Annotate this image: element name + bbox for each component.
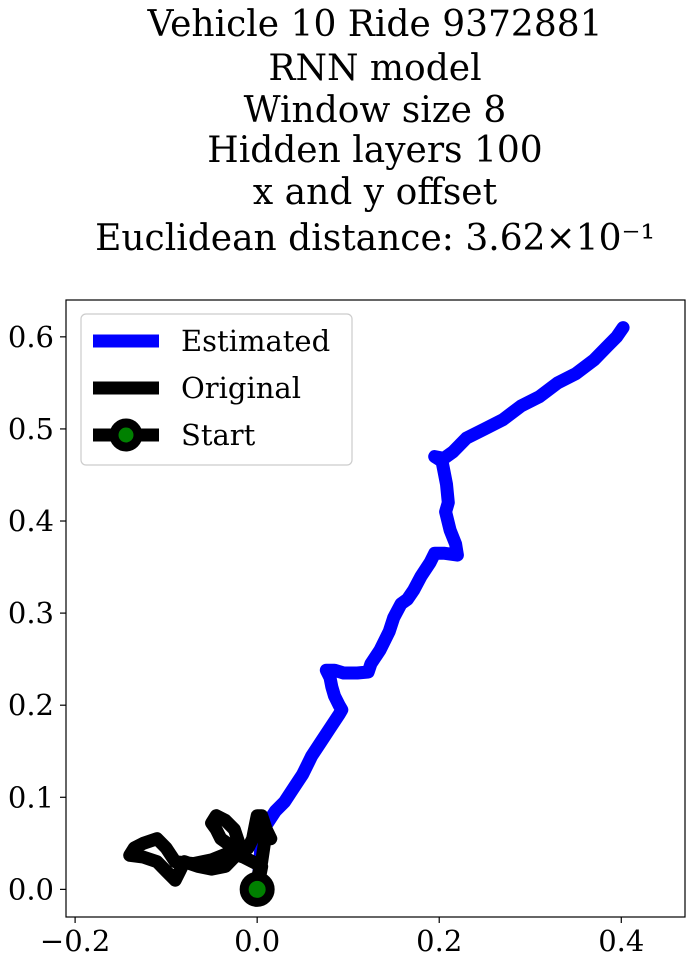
plot-frame bbox=[65, 299, 686, 918]
y-tick-label: 0.5 bbox=[8, 412, 54, 446]
title-line-offset: x and y offset bbox=[253, 172, 498, 213]
y-axis: 0.0 0.1 0.2 0.3 0.4 0.5 0.6 bbox=[8, 320, 66, 906]
title-line-window: Window size 8 bbox=[244, 90, 507, 131]
y-tick-label: 0.6 bbox=[8, 320, 54, 354]
legend-label-estimated: Estimated bbox=[181, 324, 330, 358]
series-line-original bbox=[123, 809, 278, 896]
y-tick-label: 0.4 bbox=[8, 504, 54, 538]
series-line-estimated bbox=[250, 321, 630, 896]
plot-area bbox=[123, 321, 630, 907]
legend-box bbox=[80, 313, 353, 466]
x-tick-label: 0.2 bbox=[416, 924, 462, 958]
start-marker bbox=[239, 871, 275, 907]
x-tick-label: −0.2 bbox=[40, 924, 110, 958]
x-tick-label: 0.4 bbox=[598, 924, 644, 958]
title-line-hidden: Hidden layers 100 bbox=[207, 130, 542, 171]
y-tick-label: 0.1 bbox=[8, 780, 54, 814]
y-tick-label: 0.3 bbox=[8, 596, 54, 630]
legend-label-original: Original bbox=[181, 371, 301, 405]
y-tick-label: 0.0 bbox=[8, 872, 54, 906]
y-tick-label: 0.2 bbox=[8, 688, 54, 722]
title-line-model: RNN model bbox=[268, 48, 481, 89]
x-tick-label: 0.0 bbox=[234, 924, 280, 958]
title-line-distance: Euclidean distance: 3.62×10⁻¹ bbox=[95, 218, 655, 259]
x-axis: −0.2 0.0 0.2 0.4 bbox=[40, 917, 644, 958]
title-line-vehicle: Vehicle 10 Ride 9372881 bbox=[146, 4, 602, 45]
legend-start-marker bbox=[109, 418, 143, 452]
legend: Estimated Original Start bbox=[80, 313, 353, 466]
legend-label-start: Start bbox=[181, 418, 256, 452]
chart-title: Vehicle 10 Ride 9372881 RNN model Window… bbox=[95, 4, 655, 259]
